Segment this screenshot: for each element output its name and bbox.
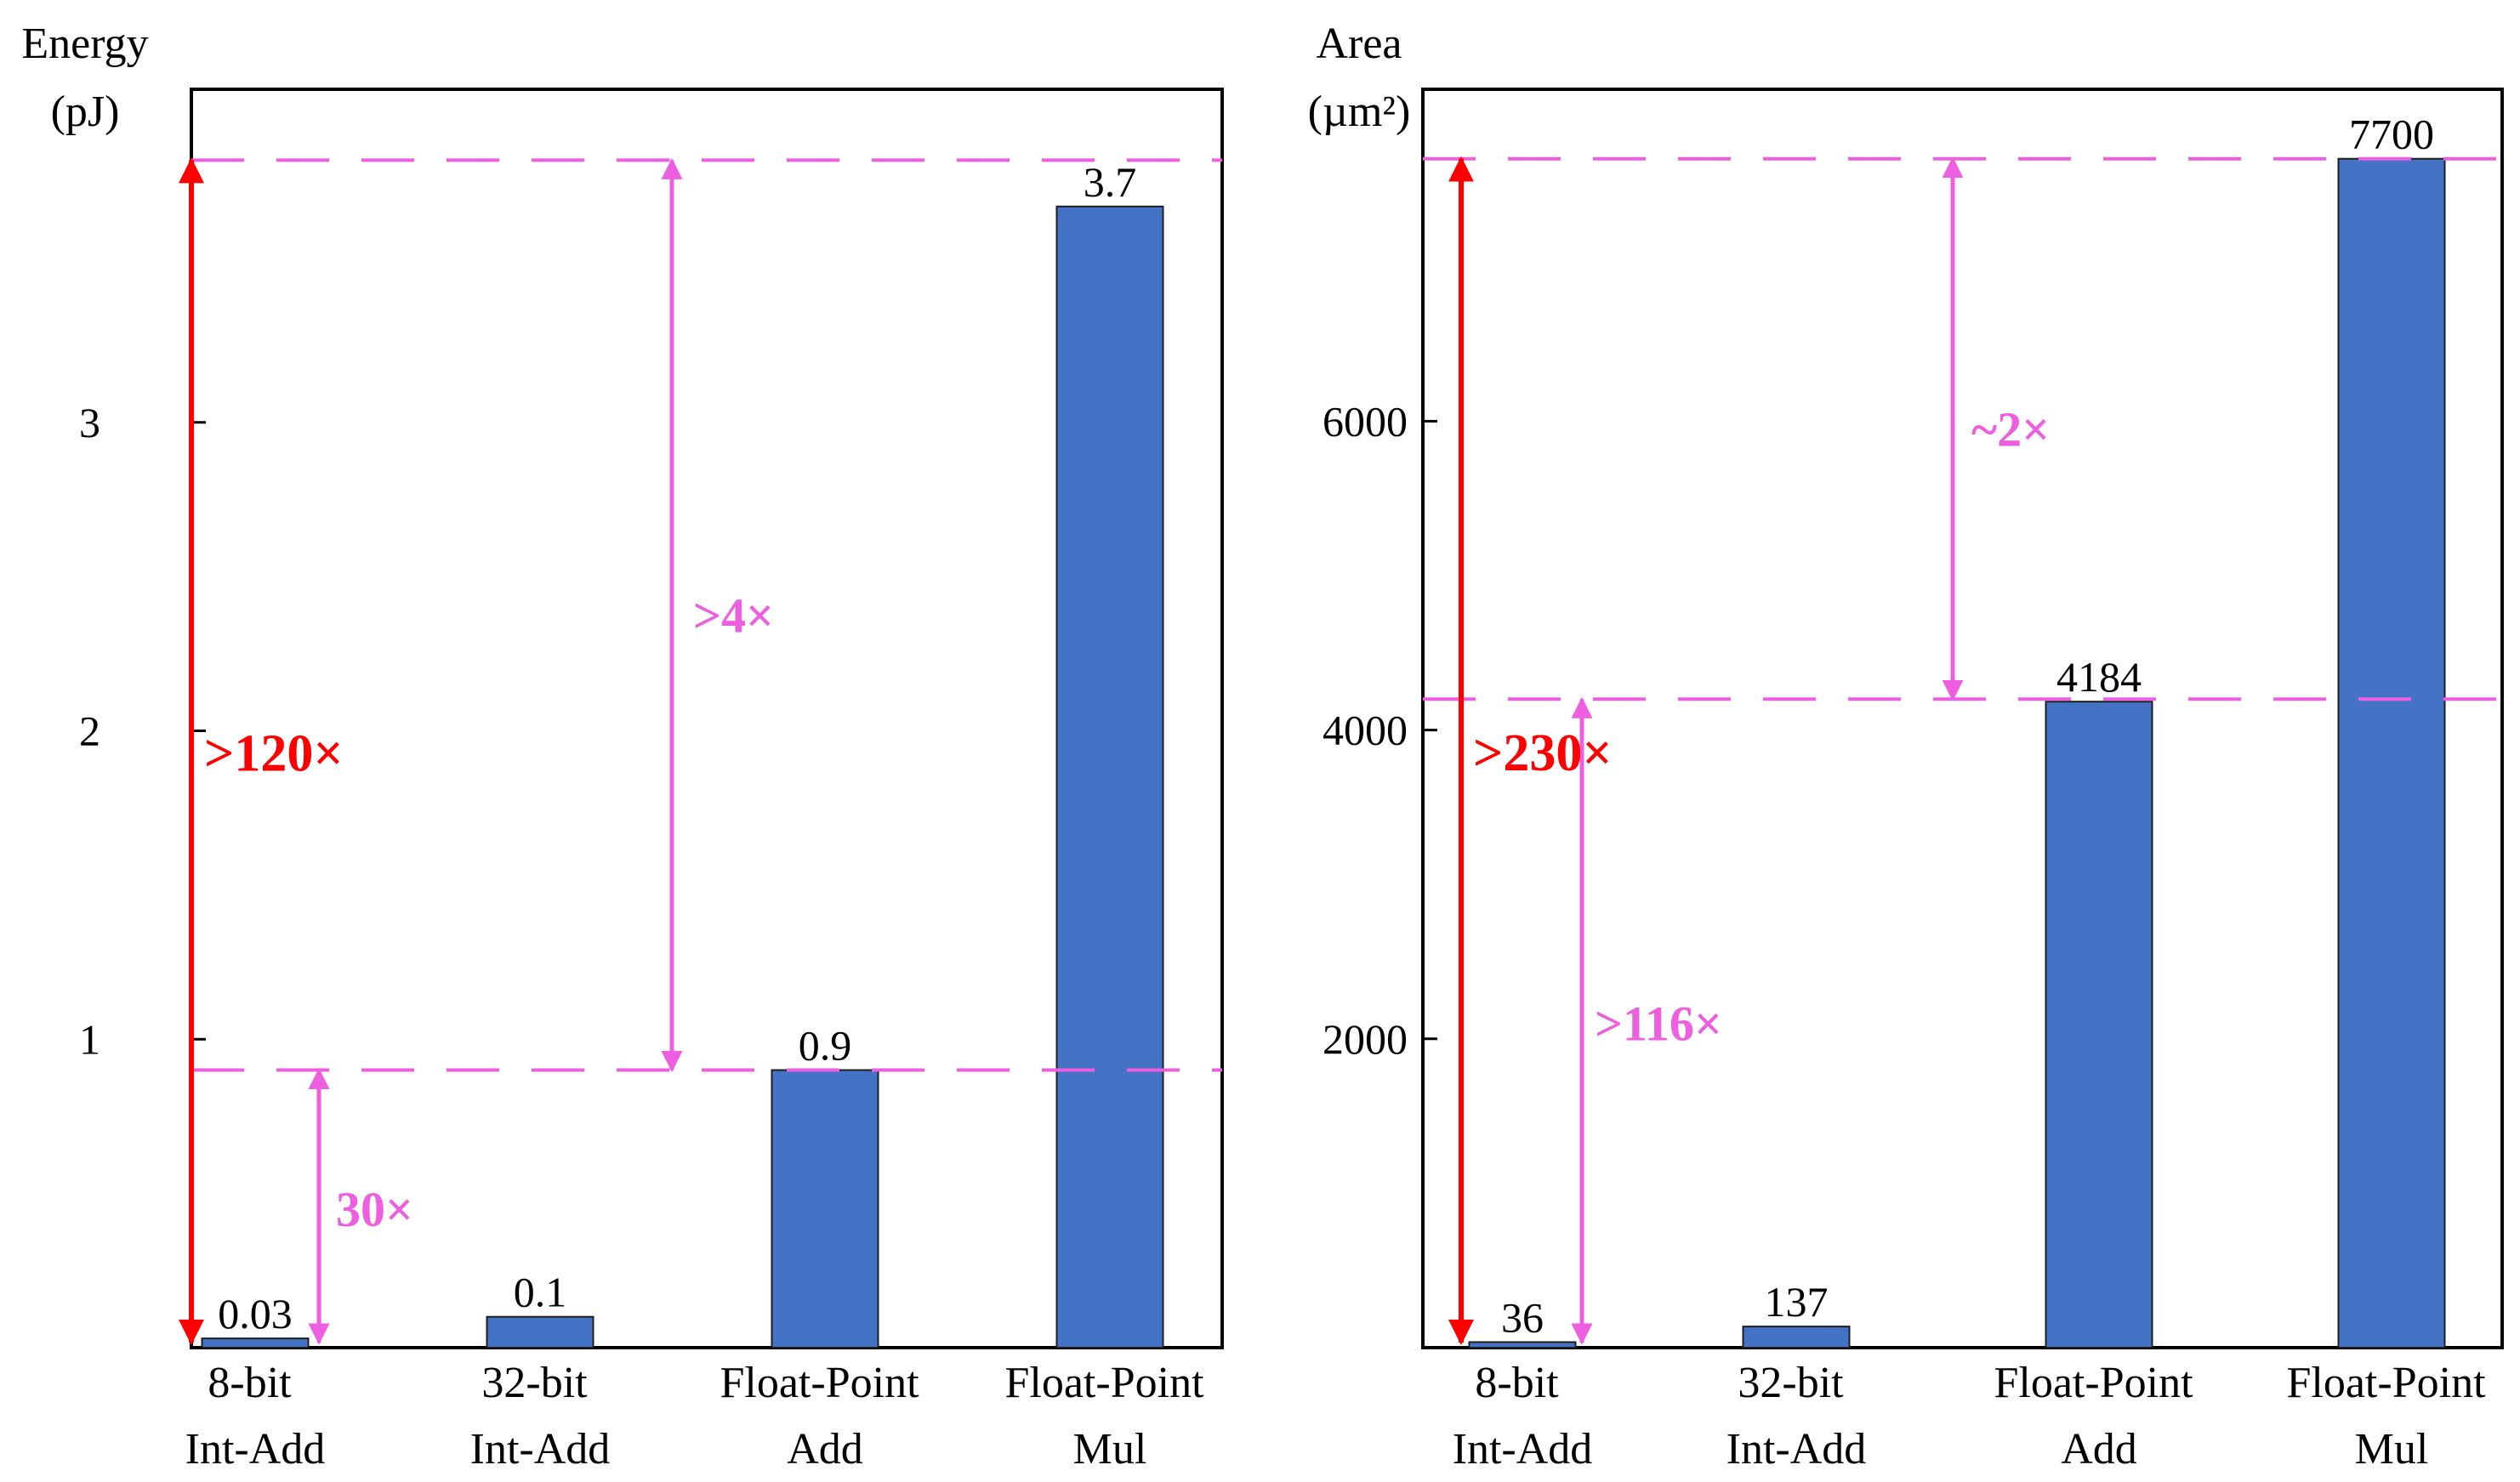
area-chart: Area (µm²) 2000 4000 6000 36 137 4184 77… xyxy=(1308,20,2504,1473)
area-bar-float-point-add xyxy=(2045,701,2153,1349)
area-x-label-float-point-add: Float-Point Add xyxy=(1994,1359,2204,1473)
area-ratio-label-116x: >116× xyxy=(1595,997,1722,1052)
energy-value-label-8bit-int-add: 0.03 xyxy=(218,1290,293,1337)
area-bar-8bit-int-add xyxy=(1468,1341,1577,1349)
area-y-axis-unit: (µm²) xyxy=(1308,88,1411,136)
energy-bars xyxy=(201,205,1164,1349)
area-x-label-float-point-mul: Float-Point Mul xyxy=(2286,1359,2496,1473)
energy-value-label-float-point-add: 0.9 xyxy=(799,1022,852,1070)
area-plot-frame xyxy=(1421,88,2504,1349)
energy-x-label-float-point-mul: Float-Point Mul xyxy=(1004,1359,1214,1473)
area-y-tick-label-6000: 6000 xyxy=(1323,397,1408,445)
area-ratio-label-230x: >230× xyxy=(1473,724,1613,782)
energy-x-tick-labels: 8-bit Int-Add 32-bit Int-Add Float-Point… xyxy=(185,1359,1214,1473)
area-value-label-float-point-add: 4184 xyxy=(2056,653,2142,701)
area-value-label-32bit-int-add: 137 xyxy=(1765,1278,1829,1326)
area-ratio-annotations: >116× ~2× >230× xyxy=(1448,156,2050,1345)
area-ratio-label-2x: ~2× xyxy=(1971,402,2050,457)
energy-y-tick-label-2: 2 xyxy=(79,707,100,755)
energy-value-labels: 0.03 0.1 0.9 3.7 xyxy=(218,158,1136,1337)
energy-y-axis-title: Energy xyxy=(21,20,148,68)
area-x-label-32bit-int-add: 32-bit Int-Add xyxy=(1726,1359,1867,1473)
energy-y-tick-label-3: 3 xyxy=(79,399,100,446)
energy-ratio-label-120x: >120× xyxy=(204,725,344,783)
area-y-tick-label-2000: 2000 xyxy=(1323,1015,1408,1063)
energy-y-ticks: 1 2 3 xyxy=(79,399,206,1063)
area-bars xyxy=(1468,157,2446,1349)
energy-value-label-32bit-int-add: 0.1 xyxy=(514,1269,567,1316)
area-x-label-8bit-int-add: 8-bit Int-Add xyxy=(1453,1359,1593,1473)
energy-chart: Energy (pJ) 1 2 3 0.03 0.1 0.9 3.7 8-bit… xyxy=(21,20,1224,1473)
energy-x-label-8bit-int-add: 8-bit Int-Add xyxy=(185,1359,326,1473)
area-value-label-8bit-int-add: 36 xyxy=(1501,1293,1544,1341)
area-x-tick-labels: 8-bit Int-Add 32-bit Int-Add Float-Point… xyxy=(1453,1359,2496,1473)
energy-bar-float-point-add xyxy=(771,1069,879,1349)
energy-bar-32bit-int-add xyxy=(486,1315,594,1349)
energy-x-label-float-point-add: Float-Point Add xyxy=(720,1359,930,1473)
area-y-axis-title: Area xyxy=(1316,20,1402,68)
area-bar-32bit-int-add xyxy=(1742,1326,1851,1349)
energy-ratio-label-4x: >4× xyxy=(693,588,774,643)
area-bar-float-point-mul xyxy=(2337,157,2446,1349)
area-y-tick-label-4000: 4000 xyxy=(1323,707,1408,754)
energy-guide-lines xyxy=(191,158,1222,1072)
energy-y-axis-unit: (pJ) xyxy=(51,88,120,136)
area-value-label-float-point-mul: 7700 xyxy=(2349,111,2434,158)
energy-value-label-float-point-mul: 3.7 xyxy=(1084,158,1137,206)
energy-y-tick-label-1: 1 xyxy=(79,1015,100,1063)
energy-bar-8bit-int-add xyxy=(201,1337,310,1349)
area-value-labels: 36 137 4184 7700 xyxy=(1501,111,2434,1342)
energy-bar-float-point-mul xyxy=(1055,205,1164,1349)
energy-ratio-annotations: 30× >4× >120× xyxy=(179,157,774,1345)
energy-x-label-32bit-int-add: 32-bit Int-Add xyxy=(470,1359,611,1473)
area-y-ticks: 2000 4000 6000 xyxy=(1323,397,1437,1063)
energy-ratio-label-30x: 30× xyxy=(336,1182,413,1237)
